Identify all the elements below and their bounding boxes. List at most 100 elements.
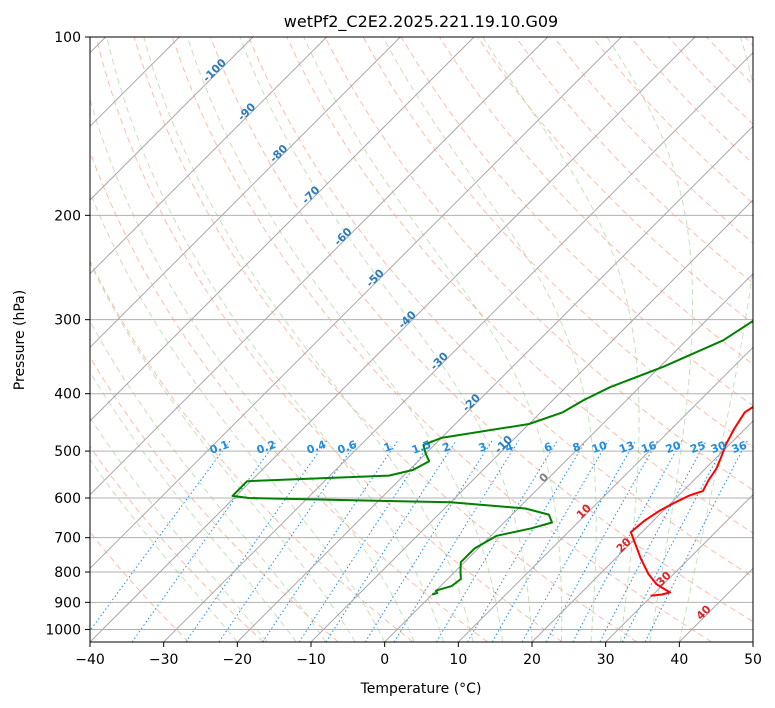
moist-adiabat <box>143 37 474 642</box>
mixing-ratio-line <box>131 440 278 642</box>
isotherms <box>90 37 753 642</box>
isotherm <box>752 641 753 642</box>
x-tick-label: 20 <box>523 652 541 668</box>
x-axis-label: Temperature (°C) <box>360 681 482 697</box>
dry-adiabat <box>668 37 753 125</box>
isotherm <box>678 567 753 642</box>
isotherm-label: 40 <box>694 602 714 622</box>
isotherm-label: 10 <box>574 501 594 521</box>
mixing-ratio-label: 0.6 <box>336 438 359 457</box>
dry-adiabat <box>95 37 563 642</box>
mixing-ratio-label: 30 <box>709 439 728 457</box>
isotherm <box>236 125 753 642</box>
mixing-ratio-line <box>185 440 328 642</box>
y-tick-label: 900 <box>54 595 81 611</box>
isotherm <box>90 37 328 275</box>
plot-frame <box>89 36 754 643</box>
mixing-ratio-line <box>572 440 683 642</box>
isotherm <box>90 37 254 201</box>
mixing-ratio-label: 4 <box>503 440 515 455</box>
mixing-ratio-label: 1.5 <box>410 438 433 457</box>
mixing-ratio-label: 36 <box>730 439 749 457</box>
mixing-ratio-label: 6 <box>542 440 554 455</box>
moist-adiabat <box>106 37 445 642</box>
mixing-ratio-line <box>325 440 457 642</box>
plot-area: 0.1 0.2 0.4 0.6 1 1.5 2 3 4 6 8 10 13 16 20 25 30 36-100-… <box>90 37 753 642</box>
dry-adiabat <box>553 37 753 244</box>
x-tick-label: 50 <box>744 652 762 668</box>
isotherm <box>384 272 753 642</box>
y-tick-label: 700 <box>54 531 81 547</box>
moist-adiabat <box>303 37 563 642</box>
mixing-ratio-line <box>644 440 748 642</box>
x-tick-label: 0 <box>380 652 389 668</box>
temperature-line <box>629 405 753 597</box>
y-tick-label: 100 <box>54 30 81 46</box>
moist-adiabat <box>678 37 753 642</box>
isotherm <box>90 37 549 496</box>
x-tick-label: 30 <box>597 652 615 668</box>
mixing-ratio-line <box>599 440 707 642</box>
x-tick-label: −20 <box>223 652 253 668</box>
mixing-ratio-line <box>521 440 637 642</box>
isotherm <box>310 199 753 642</box>
mixing-ratio-line <box>435 440 558 642</box>
x-tick-label: −40 <box>75 652 105 668</box>
x-tick-label: 10 <box>449 652 467 668</box>
mixing-ratio-label: 25 <box>688 439 707 456</box>
isotherm-label: -60 <box>331 225 354 248</box>
isotherm <box>457 346 753 642</box>
isotherm <box>90 37 401 349</box>
mixing-ratio-label: 0.4 <box>305 438 328 457</box>
dry-adiabat <box>210 37 753 623</box>
moist-adiabat <box>90 320 327 642</box>
mixing-ratio-label: 10 <box>590 439 609 457</box>
dry-adiabat <box>324 37 753 491</box>
isotherm <box>605 493 753 642</box>
dry-adiabat <box>90 259 414 642</box>
moist-adiabat <box>187 37 503 642</box>
mixing-ratio-line <box>298 440 432 642</box>
y-tick-label: 800 <box>54 565 81 581</box>
moist-adiabat <box>382 37 597 642</box>
x-tick-label: −30 <box>149 652 179 668</box>
moist-adiabat <box>90 458 238 642</box>
y-tick-label: 200 <box>54 208 81 224</box>
isotherm-label: -80 <box>267 142 290 165</box>
dry-adiabat <box>744 37 753 47</box>
y-axis: 1000 900 800 700 600 500 400 300 200 100 <box>45 30 90 638</box>
moist-adiabat <box>90 261 356 642</box>
mixing-ratio-label: 20 <box>664 439 683 457</box>
dry-adiabat <box>90 150 488 642</box>
isotherm <box>90 37 622 570</box>
dry-adiabat <box>90 356 339 642</box>
mixing-ratio-label: 13 <box>617 439 636 456</box>
isotherm <box>531 420 753 642</box>
dry-adiabats <box>90 37 753 642</box>
mixing-ratio-label: 8 <box>571 440 583 455</box>
dry-adiabat <box>515 37 753 284</box>
isotherm-label: -30 <box>428 349 451 372</box>
isotherm-label: -90 <box>235 100 258 123</box>
x-tick-label: 40 <box>670 652 688 668</box>
mixing-ratio-line <box>364 440 493 642</box>
y-tick-label: 500 <box>54 444 81 460</box>
mixing-ratio-label: 0.1 <box>208 438 231 457</box>
mixing-ratio-label: 1 <box>382 440 394 455</box>
mixing-ratio-line <box>90 440 231 632</box>
mixing-ratio-line <box>467 440 587 642</box>
mixing-ratio-label: 3 <box>477 440 489 455</box>
pressure-gridlines <box>90 37 753 630</box>
mixing-ratio-label: 16 <box>639 439 658 457</box>
x-tick-label: −10 <box>296 652 326 668</box>
profile-lines <box>231 319 753 597</box>
moist-adiabats <box>90 37 753 642</box>
moist-adiabat <box>606 37 694 642</box>
y-tick-label: 1000 <box>45 622 81 638</box>
mixing-ratio-line <box>491 440 609 642</box>
isotherm <box>90 37 475 422</box>
mixing-ratio-line <box>262 440 399 642</box>
dry-adiabat <box>171 37 712 642</box>
y-tick-label: 400 <box>54 387 81 403</box>
